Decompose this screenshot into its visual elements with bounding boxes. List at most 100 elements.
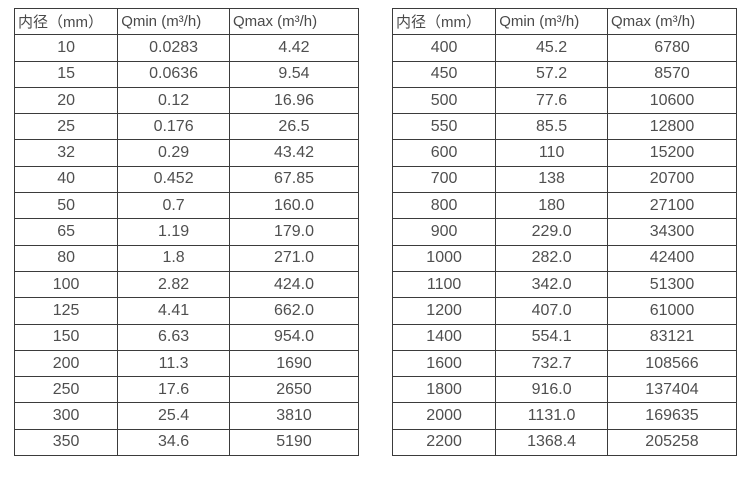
table-cell: 77.6 (495, 86, 608, 115)
table-cell: 0.452 (117, 165, 230, 194)
table-cell: 0.176 (117, 113, 230, 141)
table-cell: 1131.0 (495, 402, 608, 430)
table-cell: 40 (13, 165, 119, 194)
table-cell: 50 (13, 192, 119, 220)
table-cell: 6780 (606, 34, 738, 62)
table-cell: 80 (13, 244, 119, 272)
table-cell: 550 (391, 113, 497, 141)
table-cell: 137404 (606, 376, 738, 404)
table-cell: 34.6 (117, 428, 230, 457)
table-row: 400 45.2 6780 (391, 34, 738, 62)
table-cell: 83121 (606, 323, 738, 351)
table-cell: 732.7 (495, 349, 608, 378)
table-row: 2200 1368.4 205258 (391, 428, 738, 457)
col-header-qmax: Qmax (m³/h) (606, 7, 738, 36)
table-cell: 4.42 (228, 34, 360, 62)
table-cell: 11.3 (117, 349, 230, 378)
table-cell: 51300 (606, 270, 738, 299)
table-cell: 61000 (606, 297, 738, 325)
table-cell: 1690 (228, 349, 360, 378)
table-cell: 1000 (391, 244, 497, 272)
table-row: 80 1.8 271.0 (13, 244, 360, 272)
table-row: 50 0.7 160.0 (13, 192, 360, 220)
table-cell: 342.0 (495, 270, 608, 299)
flow-table-large-diameters: 内径（mm） Qmin (m³/h) Qmax (m³/h) 400 45.2 67… (391, 7, 738, 457)
table-cell: 16.96 (228, 86, 360, 115)
table-row: 1400 554.1 83121 (391, 323, 738, 351)
table-cell: 45.2 (495, 34, 608, 62)
table-row: 150 6.63 954.0 (13, 323, 360, 351)
col-header-qmin: Qmin (m³/h) (117, 7, 230, 36)
table-cell: 10 (13, 34, 119, 62)
table-cell: 12800 (606, 113, 738, 141)
table-row: 600 110 15200 (391, 139, 738, 167)
table-body: 10 0.0283 4.42 15 0.0636 9.54 20 0.12 16.96 25 0.1… (13, 34, 360, 457)
table-cell: 26.5 (228, 113, 360, 141)
table-row: 1000 282.0 42400 (391, 244, 738, 272)
table-row: 200 11.3 1690 (13, 349, 360, 378)
table-row: 250 17.6 2650 (13, 376, 360, 404)
table-cell: 0.12 (117, 86, 230, 115)
table-row: 550 85.5 12800 (391, 113, 738, 141)
table-cell: 1200 (391, 297, 497, 325)
table-cell: 1600 (391, 349, 497, 378)
table-cell: 25.4 (117, 402, 230, 430)
table-row: 10 0.0283 4.42 (13, 34, 360, 62)
table-cell: 1400 (391, 323, 497, 351)
table-cell: 954.0 (228, 323, 360, 351)
table-cell: 0.0636 (117, 60, 230, 88)
table-cell: 282.0 (495, 244, 608, 272)
table-cell: 1800 (391, 376, 497, 404)
table-cell: 800 (391, 192, 497, 220)
table-body: 400 45.2 6780 450 57.2 8570 500 77.6 10600 550 85.… (391, 34, 738, 457)
flow-table-small-diameters: 内径（mm） Qmin (m³/h) Qmax (m³/h) 10 0.0283 4… (13, 7, 360, 457)
table-cell: 900 (391, 218, 497, 246)
table-cell: 179.0 (228, 218, 360, 246)
table-cell: 10600 (606, 86, 738, 115)
table-cell: 1100 (391, 270, 497, 299)
table-cell: 400 (391, 34, 497, 62)
table-cell: 32 (13, 139, 119, 167)
table-row: 32 0.29 43.42 (13, 139, 360, 167)
table-cell: 138 (495, 165, 608, 194)
table-cell: 67.85 (228, 165, 360, 194)
table-cell: 200 (13, 349, 119, 378)
table-cell: 27100 (606, 192, 738, 220)
table-row: 1600 732.7 108566 (391, 349, 738, 378)
table-row: 65 1.19 179.0 (13, 218, 360, 246)
table-cell: 271.0 (228, 244, 360, 272)
table-cell: 500 (391, 86, 497, 115)
col-header-qmax: Qmax (m³/h) (228, 7, 360, 36)
table-row: 450 57.2 8570 (391, 60, 738, 88)
table-cell: 250 (13, 376, 119, 404)
table-row: 2000 1131.0 169635 (391, 402, 738, 430)
table-cell: 125 (13, 297, 119, 325)
table-row: 500 77.6 10600 (391, 86, 738, 115)
table-row: 1200 407.0 61000 (391, 297, 738, 325)
table-cell: 300 (13, 402, 119, 430)
table-cell: 5190 (228, 428, 360, 457)
table-cell: 57.2 (495, 60, 608, 88)
table-cell: 15200 (606, 139, 738, 167)
table-cell: 2000 (391, 402, 497, 430)
table-cell: 0.0283 (117, 34, 230, 62)
table-cell: 65 (13, 218, 119, 246)
table-cell: 85.5 (495, 113, 608, 141)
table-cell: 169635 (606, 402, 738, 430)
table-row: 40 0.452 67.85 (13, 165, 360, 194)
table-cell: 700 (391, 165, 497, 194)
table-cell: 3810 (228, 402, 360, 430)
table-row: 100 2.82 424.0 (13, 270, 360, 299)
table-cell: 424.0 (228, 270, 360, 299)
table-cell: 9.54 (228, 60, 360, 88)
col-header-inner-diameter: 内径（mm） (13, 7, 119, 36)
table-cell: 8570 (606, 60, 738, 88)
table-row: 350 34.6 5190 (13, 428, 360, 457)
table-cell: 160.0 (228, 192, 360, 220)
table-cell: 25 (13, 113, 119, 141)
table-cell: 15 (13, 60, 119, 88)
table-cell: 108566 (606, 349, 738, 378)
table-cell: 100 (13, 270, 119, 299)
table-cell: 229.0 (495, 218, 608, 246)
table-cell: 407.0 (495, 297, 608, 325)
